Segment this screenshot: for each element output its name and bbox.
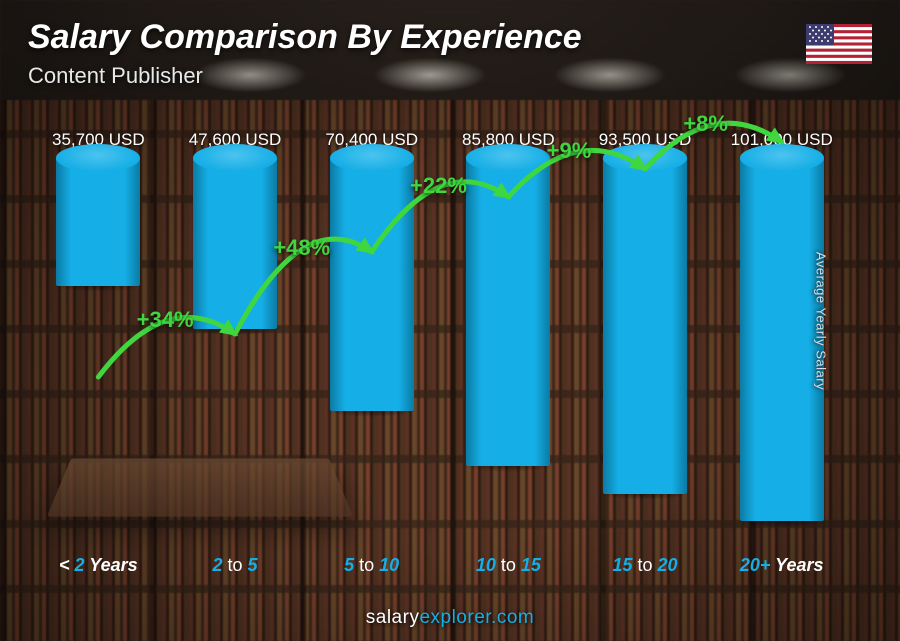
- bar: [740, 158, 824, 521]
- bar-body: [466, 158, 550, 466]
- bar: [466, 158, 550, 466]
- x-axis-label: < 2 Years: [30, 555, 167, 581]
- bar: [56, 158, 140, 286]
- bar-body: [330, 158, 414, 411]
- salary-bar-chart: 35,700 USD47,600 USD70,400 USD85,800 USD…: [30, 130, 850, 581]
- y-axis-label: Average Yearly Salary: [813, 251, 828, 389]
- footer-brand-right: explorer.com: [419, 607, 534, 628]
- footer-brand-left: salary: [366, 607, 420, 628]
- x-axis-label: 5 to 10: [303, 555, 440, 581]
- bar-top-ellipse: [466, 144, 550, 172]
- bar-body: [740, 158, 824, 521]
- bar-slot: 35,700 USD: [30, 130, 167, 553]
- bar-slot: 101,000 USD: [713, 130, 850, 553]
- bar-body: [603, 158, 687, 494]
- bars-container: 35,700 USD47,600 USD70,400 USD85,800 USD…: [30, 130, 850, 553]
- bar: [603, 158, 687, 494]
- bar-slot: 93,500 USD: [577, 130, 714, 553]
- bar: [330, 158, 414, 411]
- footer: salaryexplorer.com: [0, 607, 900, 629]
- x-axis-label: 2 to 5: [167, 555, 304, 581]
- x-axis-label: 15 to 20: [577, 555, 714, 581]
- bar-slot: 85,800 USD: [440, 130, 577, 553]
- bar-top-ellipse: [740, 144, 824, 172]
- us-flag-icon: [806, 24, 872, 64]
- bar-body: [193, 158, 277, 329]
- x-axis-label: 20+ Years: [713, 555, 850, 581]
- bar: [193, 158, 277, 329]
- footer-text: salaryexplorer.com: [366, 607, 534, 628]
- bar-top-ellipse: [603, 144, 687, 172]
- bar-top-ellipse: [56, 144, 140, 172]
- page-subtitle: Content Publisher: [28, 63, 582, 89]
- title-block: Salary Comparison By Experience Content …: [28, 18, 582, 89]
- x-axis-label: 10 to 15: [440, 555, 577, 581]
- bar-top-ellipse: [193, 144, 277, 172]
- x-axis: < 2 Years2 to 55 to 1010 to 1515 to 2020…: [30, 555, 850, 581]
- bar-slot: 70,400 USD: [303, 130, 440, 553]
- page-title: Salary Comparison By Experience: [28, 18, 582, 57]
- bar-slot: 47,600 USD: [167, 130, 304, 553]
- bar-top-ellipse: [330, 144, 414, 172]
- bar-body: [56, 158, 140, 286]
- header: Salary Comparison By Experience Content …: [28, 18, 872, 89]
